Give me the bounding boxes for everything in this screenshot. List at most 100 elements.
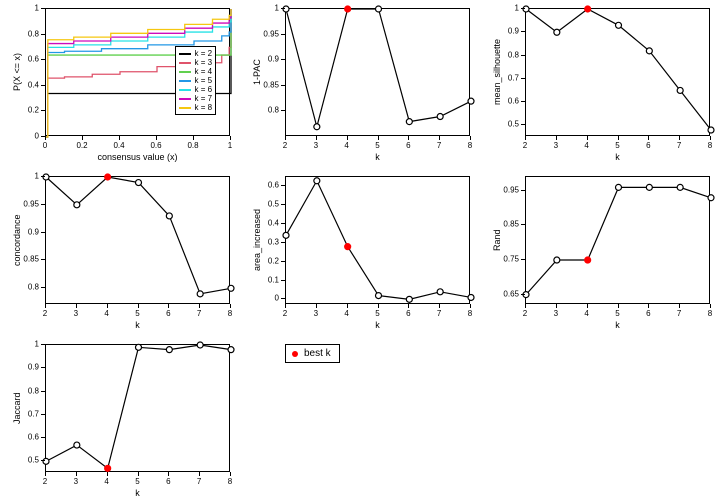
y-tick-label: 0.3 bbox=[268, 237, 279, 246]
x-tick bbox=[82, 136, 83, 140]
x-tick-label: 2 bbox=[523, 141, 527, 150]
y-axis-label: concordance bbox=[12, 214, 22, 266]
x-tick-label: 6 bbox=[406, 309, 410, 318]
x-tick-label: 4 bbox=[344, 309, 348, 318]
x-tick-label: 0.4 bbox=[113, 141, 124, 150]
x-tick-label: 7 bbox=[677, 309, 681, 318]
x-tick bbox=[679, 136, 680, 140]
best-k-legend: best k bbox=[285, 344, 340, 363]
x-tick-label: 5 bbox=[135, 309, 139, 318]
y-tick bbox=[521, 55, 525, 56]
data-marker bbox=[616, 22, 622, 28]
y-tick-label: 0.6 bbox=[28, 433, 39, 442]
x-axis-label: k bbox=[135, 320, 140, 330]
y-tick bbox=[521, 31, 525, 32]
y-tick-label: 0.85 bbox=[503, 220, 519, 229]
data-marker bbox=[376, 6, 382, 12]
y-axis-label: 1-PAC bbox=[252, 59, 262, 85]
y-tick bbox=[281, 223, 285, 224]
x-tick-label: 3 bbox=[314, 141, 318, 150]
y-tick bbox=[281, 110, 285, 111]
y-tick-label: 0.5 bbox=[28, 456, 39, 465]
x-tick bbox=[378, 136, 379, 140]
y-tick bbox=[41, 344, 45, 345]
x-tick bbox=[556, 136, 557, 140]
y-tick-label: 0.2 bbox=[268, 256, 279, 265]
x-tick bbox=[470, 136, 471, 140]
y-tick bbox=[521, 8, 525, 9]
y-tick bbox=[41, 391, 45, 392]
y-tick bbox=[281, 280, 285, 281]
panel-area_increased: 2345678k00.10.20.30.40.50.6area_increase… bbox=[240, 168, 480, 336]
x-tick bbox=[45, 304, 46, 308]
data-marker bbox=[708, 195, 714, 201]
x-tick-label: 7 bbox=[197, 309, 201, 318]
series-svg bbox=[286, 177, 471, 305]
x-tick-label: 8 bbox=[708, 141, 712, 150]
data-marker bbox=[74, 442, 80, 448]
y-tick-label: 0.6 bbox=[508, 97, 519, 106]
y-tick bbox=[281, 261, 285, 262]
y-tick-label: 0.1 bbox=[268, 275, 279, 284]
data-marker bbox=[677, 184, 683, 190]
x-tick-label: 5 bbox=[615, 309, 619, 318]
series-svg bbox=[286, 9, 471, 137]
y-tick-label: 0.8 bbox=[28, 283, 39, 292]
y-tick-label: 0.85 bbox=[263, 80, 279, 89]
y-axis-label: area_increased bbox=[252, 209, 262, 271]
series-svg bbox=[46, 345, 231, 473]
legend-item: k = 7 bbox=[179, 94, 213, 103]
x-tick bbox=[45, 136, 46, 140]
x-tick-label: 4 bbox=[104, 477, 108, 486]
x-tick-label: 3 bbox=[74, 309, 78, 318]
x-tick bbox=[45, 472, 46, 476]
legend-item: k = 8 bbox=[179, 103, 213, 112]
y-tick-label: 0.8 bbox=[28, 386, 39, 395]
line-series bbox=[286, 9, 471, 127]
y-tick-label: 0.6 bbox=[268, 181, 279, 190]
y-tick bbox=[281, 185, 285, 186]
x-tick-label: 8 bbox=[708, 309, 712, 318]
data-marker bbox=[437, 114, 443, 120]
x-tick bbox=[556, 304, 557, 308]
x-tick bbox=[76, 304, 77, 308]
x-tick-label: 6 bbox=[166, 477, 170, 486]
best-k-marker bbox=[345, 244, 351, 250]
legend-swatch bbox=[179, 107, 191, 109]
series-svg bbox=[526, 9, 711, 137]
data-marker bbox=[523, 6, 529, 12]
data-marker bbox=[314, 124, 320, 130]
y-tick-label: 0.4 bbox=[268, 219, 279, 228]
legend-label: k = 4 bbox=[195, 67, 213, 76]
x-tick-label: 2 bbox=[283, 141, 287, 150]
y-tick bbox=[41, 136, 45, 137]
x-tick-label: 1 bbox=[228, 141, 232, 150]
y-axis-label: Jaccard bbox=[12, 392, 22, 424]
y-tick bbox=[281, 242, 285, 243]
x-tick bbox=[470, 304, 471, 308]
y-tick bbox=[41, 59, 45, 60]
y-tick-label: 0.85 bbox=[23, 255, 39, 264]
y-tick-label: 1 bbox=[35, 172, 39, 181]
x-tick bbox=[587, 136, 588, 140]
y-tick bbox=[41, 414, 45, 415]
data-marker bbox=[646, 48, 652, 54]
x-tick bbox=[587, 304, 588, 308]
data-marker bbox=[43, 458, 49, 464]
y-tick bbox=[41, 259, 45, 260]
x-tick-label: 8 bbox=[228, 477, 232, 486]
legend-swatch bbox=[179, 98, 191, 100]
y-tick-label: 0.75 bbox=[503, 255, 519, 264]
figure-grid: 00.20.40.60.81consensus value (x)00.20.4… bbox=[0, 0, 720, 504]
x-axis-label: k bbox=[375, 152, 380, 162]
data-marker bbox=[197, 291, 203, 297]
x-tick bbox=[618, 304, 619, 308]
data-marker bbox=[283, 232, 289, 238]
y-tick-label: 0.95 bbox=[23, 199, 39, 208]
x-tick bbox=[156, 136, 157, 140]
y-tick-label: 0.8 bbox=[268, 106, 279, 115]
data-marker bbox=[166, 213, 172, 219]
best-k-dot-icon bbox=[292, 351, 298, 357]
legend-swatch bbox=[179, 89, 191, 91]
y-tick-label: 0.9 bbox=[28, 363, 39, 372]
